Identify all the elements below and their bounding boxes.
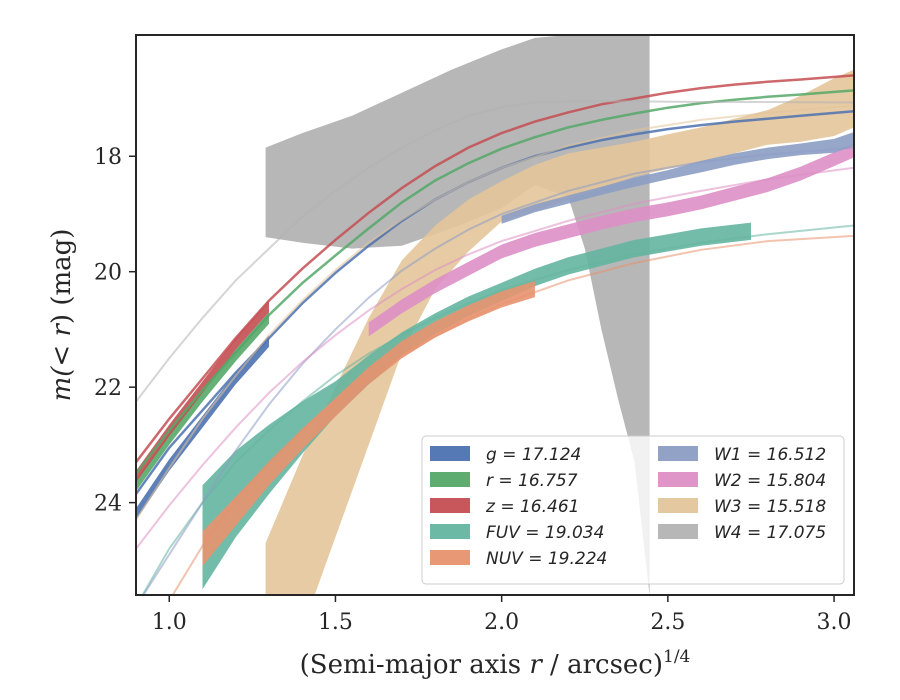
x-tick-label: 3.0 — [817, 610, 852, 635]
x-axis-label-unit: / arcsec) — [542, 650, 663, 680]
band-fuv — [202, 222, 751, 590]
y-axis-label-main: m(< — [47, 337, 77, 402]
y-axis-label-var: r — [47, 323, 77, 337]
legend-swatch-fuv — [430, 524, 470, 539]
fit-line-w1 — [142, 146, 854, 595]
x-tick-label: 2.0 — [484, 610, 519, 635]
band-w3 — [265, 69, 854, 595]
y-tick-label: 22 — [94, 376, 122, 401]
legend-swatch-g — [430, 446, 470, 461]
band-g — [136, 335, 269, 520]
legend: g = 17.124 r = 16.757 z = 16.461 FUV = 19.0… — [421, 435, 845, 585]
y-axis: 18 20 22 24 — [94, 145, 136, 517]
y-tick-label: 24 — [94, 492, 122, 517]
legend-label-w2: W2 = 15.804 — [714, 471, 826, 491]
x-axis: 1.0 1.5 2.0 2.5 3.0 — [152, 595, 852, 635]
legend-label-nuv: NUV = 19.224 — [486, 549, 607, 569]
fit-line-w2 — [136, 166, 854, 550]
legend-swatch-w2 — [658, 472, 698, 487]
band-r — [136, 312, 269, 492]
y-axis-label: m(< r) (mag) — [47, 229, 77, 402]
legend-swatch-w4 — [658, 524, 698, 539]
legend-label-g: g = 17.124 — [486, 445, 581, 465]
legend-frame — [421, 435, 845, 585]
legend-label-w3: W3 = 15.518 — [714, 497, 826, 517]
x-axis-label-main: (Semi-major axis — [300, 650, 530, 680]
band-w2 — [368, 143, 854, 337]
x-tick-label: 1.5 — [318, 610, 353, 635]
legend-swatch-w3 — [658, 498, 698, 513]
fit-line-w3 — [136, 104, 854, 521]
legend-swatch-nuv — [430, 550, 470, 565]
legend-swatch-w1 — [658, 446, 698, 461]
legend-label-w1: W1 = 16.512 — [714, 445, 826, 465]
fit-line-fuv — [141, 224, 854, 595]
legend-label-w4: W4 = 17.075 — [714, 523, 826, 543]
legend-label-z: z = 16.461 — [485, 497, 579, 517]
x-tick-label: 1.0 — [152, 610, 187, 635]
y-tick-label: 18 — [94, 145, 122, 170]
x-tick-label: 2.5 — [650, 610, 685, 635]
x-axis-label-var: r — [529, 650, 543, 680]
y-axis-label-unit: ) (mag) — [47, 229, 77, 325]
legend-label-fuv: FUV = 19.034 — [486, 523, 604, 543]
legend-swatch-r — [430, 472, 470, 487]
fit-line-w4 — [136, 100, 854, 403]
legend-label-r: r = 16.757 — [486, 471, 578, 491]
x-axis-label: (Semi-major axis r / arcsec)1/4 — [300, 647, 691, 680]
x-axis-label-exponent: 1/4 — [663, 647, 690, 667]
plot-frame — [135, 34, 855, 596]
legend-swatch-z — [430, 498, 470, 513]
fit-line-z — [136, 74, 854, 463]
fit-layer — [136, 74, 854, 595]
y-tick-label: 20 — [94, 261, 122, 286]
fit-line-nuv — [171, 234, 854, 595]
